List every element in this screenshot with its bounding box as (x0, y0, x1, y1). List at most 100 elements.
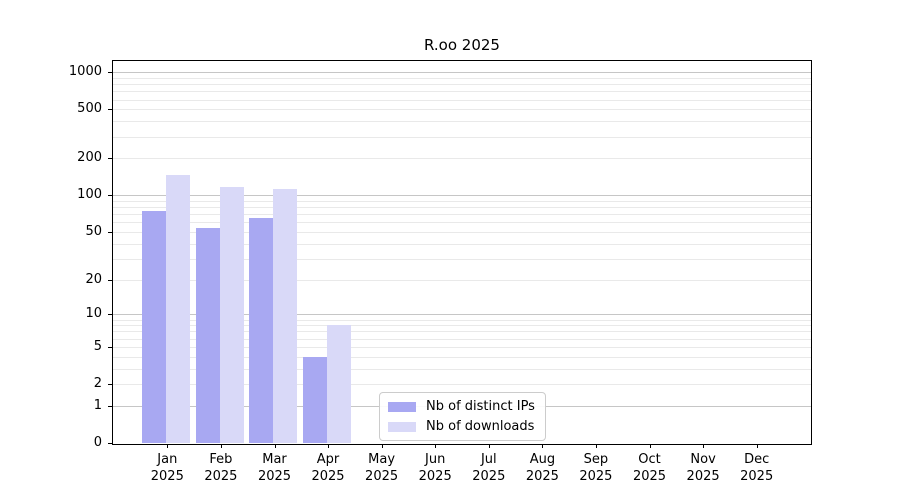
legend-swatch-nb-of-distinct-ips (388, 401, 416, 412)
x-tick-mark-aug (542, 444, 544, 448)
bar-nb-of-distinct-ips-mar (249, 218, 274, 443)
legend-swatch-nb-of-downloads (388, 421, 416, 432)
month-year: 2025 (579, 469, 613, 484)
gridline-10 (113, 314, 811, 316)
bar-nb-of-distinct-ips-apr (302, 356, 327, 443)
y-tick-mark-50 (108, 232, 112, 233)
y-tick-label-1: 1 (93, 397, 102, 413)
x-tick-label-jul: Jul 2025 (459, 451, 519, 485)
month-name: Apr (316, 452, 340, 467)
gridline-90 (113, 201, 811, 202)
x-tick-label-aug: Aug 2025 (512, 451, 572, 485)
y-tick-mark-1 (108, 405, 112, 407)
gridline-500 (113, 109, 811, 111)
y-tick-label-100: 100 (77, 187, 102, 203)
gridline-300 (113, 136, 811, 138)
legend-item-nb-of-distinct-ips: Nb of distinct IPs (388, 399, 535, 414)
month-year: 2025 (418, 469, 452, 484)
bar-nb-of-distinct-ips-feb (195, 228, 220, 443)
gridline-9 (113, 319, 811, 321)
bar-nb-of-downloads-apr (326, 325, 351, 443)
gridline-5 (113, 346, 811, 348)
x-tick-label-jan: Jan 2025 (137, 451, 197, 485)
month-year: 2025 (632, 469, 667, 484)
x-tick-mark-oct (649, 444, 651, 448)
y-tick-label-10: 10 (85, 306, 102, 322)
x-tick-mark-sep (595, 444, 597, 448)
gridline-60 (113, 222, 811, 224)
month-year: 2025 (257, 469, 292, 484)
gridline-2 (113, 384, 811, 386)
x-tick-label-dec: Dec 2025 (727, 451, 787, 485)
month-year: 2025 (311, 469, 345, 484)
y-axis: 0 1 2 5 10 20 50 100 200 500 1000 (0, 60, 112, 450)
month-name: May (368, 452, 396, 467)
month-name: Mar (262, 452, 287, 467)
bar-nb-of-distinct-ips-jan (142, 210, 166, 443)
y-tick-label-200: 200 (77, 150, 102, 166)
y-tick-mark-1000 (108, 72, 112, 74)
month-name: Jun (425, 452, 446, 467)
x-tick-label-nov: Nov 2025 (673, 451, 733, 485)
month-year: 2025 (686, 469, 720, 484)
x-tick-mark-dec (756, 444, 758, 448)
y-tick-label-0: 0 (93, 435, 102, 450)
y-tick-mark-500 (108, 109, 112, 111)
gridline-700 (113, 91, 811, 93)
gridline-200 (113, 158, 811, 160)
chart-title: R.oo 2025 (424, 36, 500, 54)
gridline-20 (113, 279, 811, 281)
x-tick-mark-jan (167, 444, 169, 448)
x-tick-label-oct: Oct 2025 (620, 451, 680, 485)
gridline-900 (113, 77, 811, 79)
x-tick-mark-mar (274, 444, 276, 448)
month-name: Feb (209, 452, 233, 467)
gridline-80 (113, 207, 811, 209)
gridline-8 (113, 325, 811, 327)
y-tick-mark-2 (108, 384, 112, 386)
x-tick-label-feb: Feb 2025 (191, 451, 251, 485)
gridline-800 (113, 84, 811, 86)
month-year: 2025 (365, 469, 399, 484)
x-tick-label-may: May 2025 (352, 451, 412, 485)
gridline-4 (113, 356, 811, 358)
gridline-6 (113, 338, 811, 340)
gridline-7 (113, 331, 811, 333)
y-tick-mark-20 (108, 279, 112, 281)
gridline-600 (113, 99, 811, 101)
gridline-50 (113, 232, 811, 233)
gridline-3 (113, 368, 811, 370)
month-year: 2025 (472, 469, 506, 484)
y-tick-label-2: 2 (93, 376, 102, 392)
month-year: 2025 (740, 469, 774, 484)
x-tick-label-jun: Jun 2025 (405, 451, 465, 485)
month-name: Dec (744, 452, 770, 467)
x-tick-mark-jun (435, 444, 437, 448)
gridline-400 (113, 121, 811, 123)
month-name: Jul (480, 452, 497, 467)
x-tick-label-mar: Mar 2025 (245, 451, 305, 485)
gridline-100 (113, 195, 811, 197)
gridline-30 (113, 258, 811, 260)
y-tick-mark-100 (108, 195, 112, 197)
gridline-40 (113, 243, 811, 245)
month-name: Oct (638, 452, 661, 467)
y-tick-mark-0 (108, 443, 112, 444)
gridline-70 (113, 214, 811, 216)
month-name: Nov (690, 452, 716, 467)
legend-label: Nb of distinct IPs (426, 399, 535, 414)
x-axis: Jan 2025 Feb 2025 Mar 2025 Apr 2025 May 2025 Jun 20… (113, 444, 811, 500)
x-tick-mark-feb (220, 444, 222, 448)
y-tick-mark-5 (108, 346, 112, 348)
x-tick-mark-apr (328, 444, 329, 448)
legend-label: Nb of downloads (426, 419, 535, 434)
bar-nb-of-downloads-jan (166, 174, 190, 443)
y-tick-label-500: 500 (77, 101, 102, 117)
y-tick-mark-200 (108, 158, 112, 160)
month-name: Sep (583, 452, 609, 467)
y-tick-label-5: 5 (93, 338, 102, 354)
month-year: 2025 (204, 469, 238, 484)
month-year: 2025 (150, 469, 184, 484)
month-year: 2025 (525, 469, 559, 484)
y-tick-label-1000: 1000 (68, 64, 102, 80)
